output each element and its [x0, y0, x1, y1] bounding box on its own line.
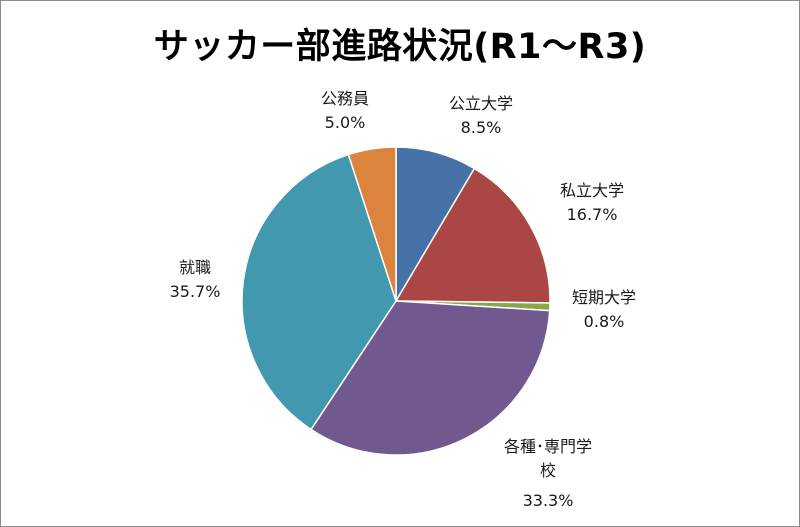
- slice-percent-label: 8.5%: [461, 118, 502, 137]
- slice-percent-label: 35.7%: [170, 282, 221, 301]
- slice-label: 公立大学 8.5%: [449, 94, 513, 137]
- slice-category-label: 公立大学: [449, 94, 513, 113]
- slice-label: 就職 35.7%: [170, 258, 221, 301]
- pie-slice: [395, 167, 551, 304]
- slice-percent-label: 0.8%: [584, 312, 625, 331]
- slice-label: 公務員 5.0%: [321, 89, 369, 132]
- chart-title: サッカー部進路状況(R1～R3): [153, 27, 647, 67]
- slice-label: 私立大学 16.7%: [560, 181, 624, 224]
- slice-percent-label: 5.0%: [325, 113, 366, 132]
- slice-category-label: 校: [540, 461, 556, 480]
- slice-label: 短期大学 0.8%: [572, 288, 636, 331]
- pie-slice: [347, 146, 397, 302]
- pie-slice: [241, 153, 397, 431]
- slice-percent-label: 16.7%: [567, 205, 618, 224]
- slice-category-label: 公務員: [321, 89, 369, 108]
- slice-category-label: 就職: [179, 258, 211, 277]
- slice-category-label: 私立大学: [560, 181, 624, 200]
- slice-category-label: 各種･専門学: [504, 437, 592, 456]
- slice-percent-label: 33.3%: [523, 491, 574, 510]
- slice-category-label: 短期大学: [572, 288, 636, 307]
